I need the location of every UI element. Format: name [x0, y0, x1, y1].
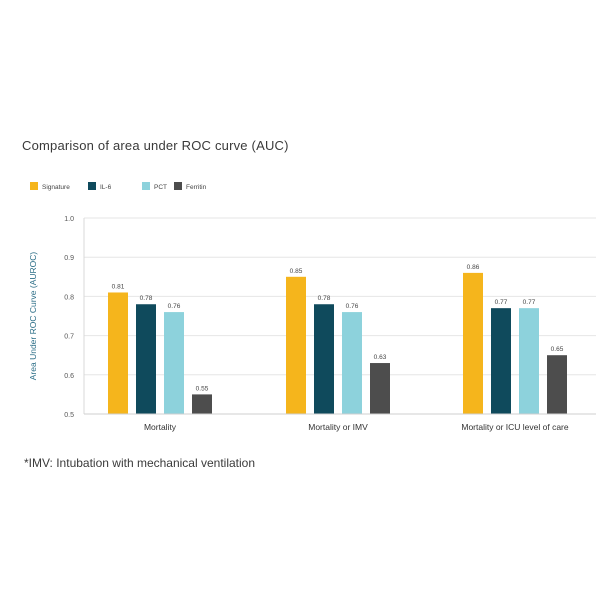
y-tick-label: 0.5 — [64, 412, 74, 419]
y-tick-label: 1.0 — [64, 216, 74, 223]
x-category-label: Mortality — [144, 422, 177, 432]
bar — [136, 304, 156, 414]
legend-swatch-ferritin — [174, 182, 182, 190]
legend-label: PCT — [154, 184, 167, 191]
data-label: 0.78 — [140, 295, 153, 302]
bar — [491, 308, 511, 414]
data-label: 0.77 — [523, 299, 536, 306]
bar — [370, 363, 390, 414]
footnote: *IMV: Intubation with mechanical ventila… — [24, 456, 256, 470]
data-label: 0.65 — [551, 346, 564, 353]
legend-swatch-pct — [142, 182, 150, 190]
bar — [519, 308, 539, 414]
data-label: 0.81 — [112, 283, 125, 290]
y-tick-label: 0.9 — [64, 255, 74, 262]
y-tick-label: 0.8 — [64, 294, 74, 301]
bar — [314, 304, 334, 414]
legend-label: Ferritin — [186, 184, 207, 191]
legend-label: IL-6 — [100, 184, 112, 191]
bar — [547, 355, 567, 414]
legend-label: Signature — [42, 184, 70, 191]
bar — [463, 272, 483, 414]
x-category-label: Mortality or IMV — [308, 422, 368, 432]
data-label: 0.76 — [346, 303, 359, 310]
x-category-label: Mortality or ICU level of care — [461, 422, 568, 432]
legend-swatch-il-6 — [88, 182, 96, 190]
data-label: 0.86 — [467, 264, 480, 271]
bar — [164, 312, 184, 414]
data-label: 0.76 — [168, 303, 181, 310]
data-label: 0.85 — [290, 268, 303, 275]
legend-swatch-signature — [30, 182, 38, 190]
y-tick-label: 0.7 — [64, 334, 74, 341]
data-label: 0.55 — [196, 385, 209, 392]
y-axis-title: Area Under ROC Curve (AUROC) — [28, 252, 38, 381]
bar — [192, 394, 212, 414]
data-label: 0.63 — [374, 354, 387, 361]
data-label: 0.77 — [495, 299, 508, 306]
bar — [108, 292, 128, 414]
y-tick-label: 0.6 — [64, 373, 74, 380]
chart-title: Comparison of area under ROC curve (AUC) — [22, 138, 289, 153]
data-label: 0.78 — [318, 295, 331, 302]
bar — [286, 276, 306, 414]
bar — [342, 312, 362, 414]
